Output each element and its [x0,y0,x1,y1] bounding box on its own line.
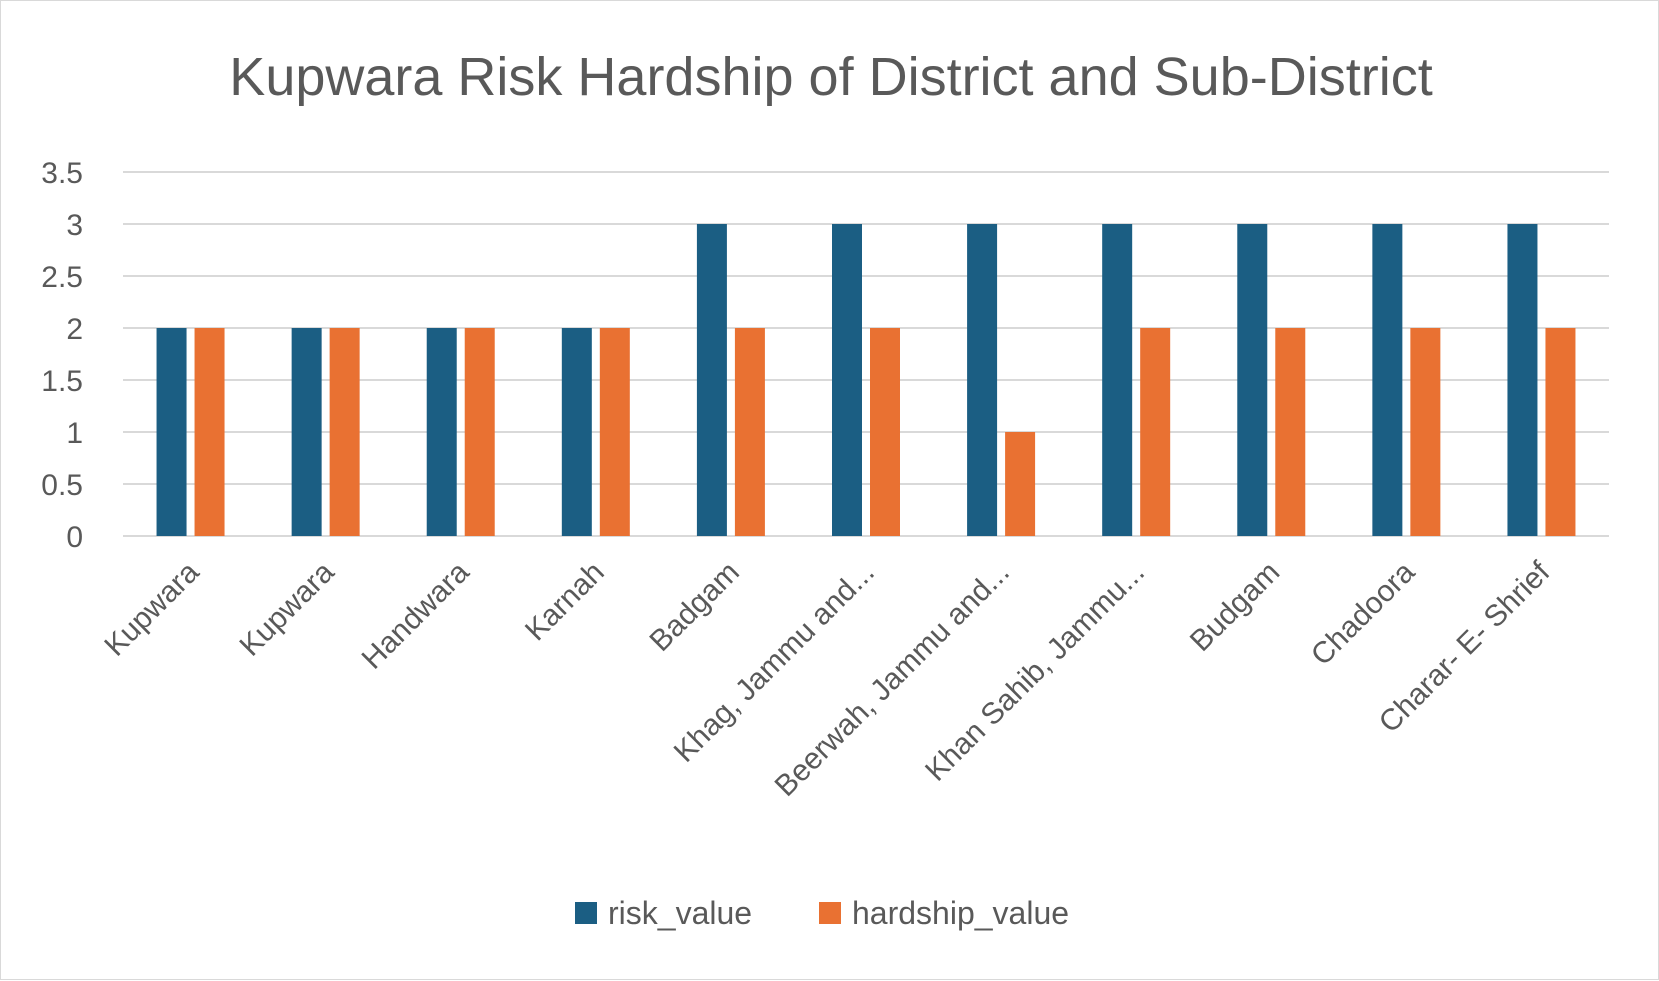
legend-swatch-risk-value [575,902,597,924]
legend: risk_value hardship_value [575,895,1069,931]
x-tick-label: Budgam [1184,556,1286,658]
x-tick-label: Handwara [356,555,476,675]
bar-risk-value [1372,224,1403,536]
bar-risk-value [1237,224,1268,536]
y-tick-label: 1 [66,417,83,450]
bar-risk-value [967,224,998,536]
x-axis-ticks: Kupwara Kupwara Handwara Karnah BadgamKhag, … [98,555,1556,803]
bar-hardship-value [194,328,225,536]
x-tick-label: Badgam [644,556,746,658]
bar-risk-value [561,328,592,536]
x-tick-label: Kupwara [234,555,341,662]
bar-hardship-value [464,328,495,536]
bar-risk-value [156,328,187,536]
y-tick-label: 2 [66,313,83,346]
bar-risk-value [426,328,457,536]
bar-risk-value [832,224,862,536]
x-tick-label: Karnah [519,556,611,648]
bar-risk-value [1102,224,1133,536]
legend-label-hardship-value: hardship_value [852,895,1069,931]
legend-swatch-hardship-value [819,902,841,924]
x-tick-label: Beerwah, Jammu and... [769,556,1016,803]
bar-hardship-value [1545,328,1576,536]
y-axis-ticks: 0 0.5 1 1.5 2 2.5 3 3.5 [41,157,83,554]
bar-hardship-value [1140,328,1171,536]
bar-hardship-value [1005,432,1036,536]
x-tick-label: Khan Sahib, Jammu... [919,556,1151,788]
y-tick-label: 0.5 [41,469,83,502]
bars [156,224,1576,536]
bar-hardship-value [870,328,900,536]
bar-hardship-value [1410,328,1441,536]
legend-label-risk-value: risk_value [608,895,752,931]
y-tick-label: 3 [66,209,83,242]
x-tick-label: Chadoora [1305,555,1422,672]
y-tick-label: 1.5 [41,365,83,398]
chart-title: Kupwara Risk Hardship of District and Su… [229,47,1432,107]
y-tick-label: 0 [66,521,83,554]
gridlines [123,171,1609,537]
bar-risk-value [696,224,727,536]
bar-hardship-value [599,328,630,536]
bar-hardship-value [734,328,765,536]
bar-risk-value [291,328,322,536]
x-tick-label: Kupwara [98,555,205,662]
bar-hardship-value [1275,328,1306,536]
bar-hardship-value [329,328,360,536]
bar-risk-value [1507,224,1538,536]
y-tick-label: 2.5 [41,261,83,294]
y-tick-label: 3.5 [41,157,83,190]
